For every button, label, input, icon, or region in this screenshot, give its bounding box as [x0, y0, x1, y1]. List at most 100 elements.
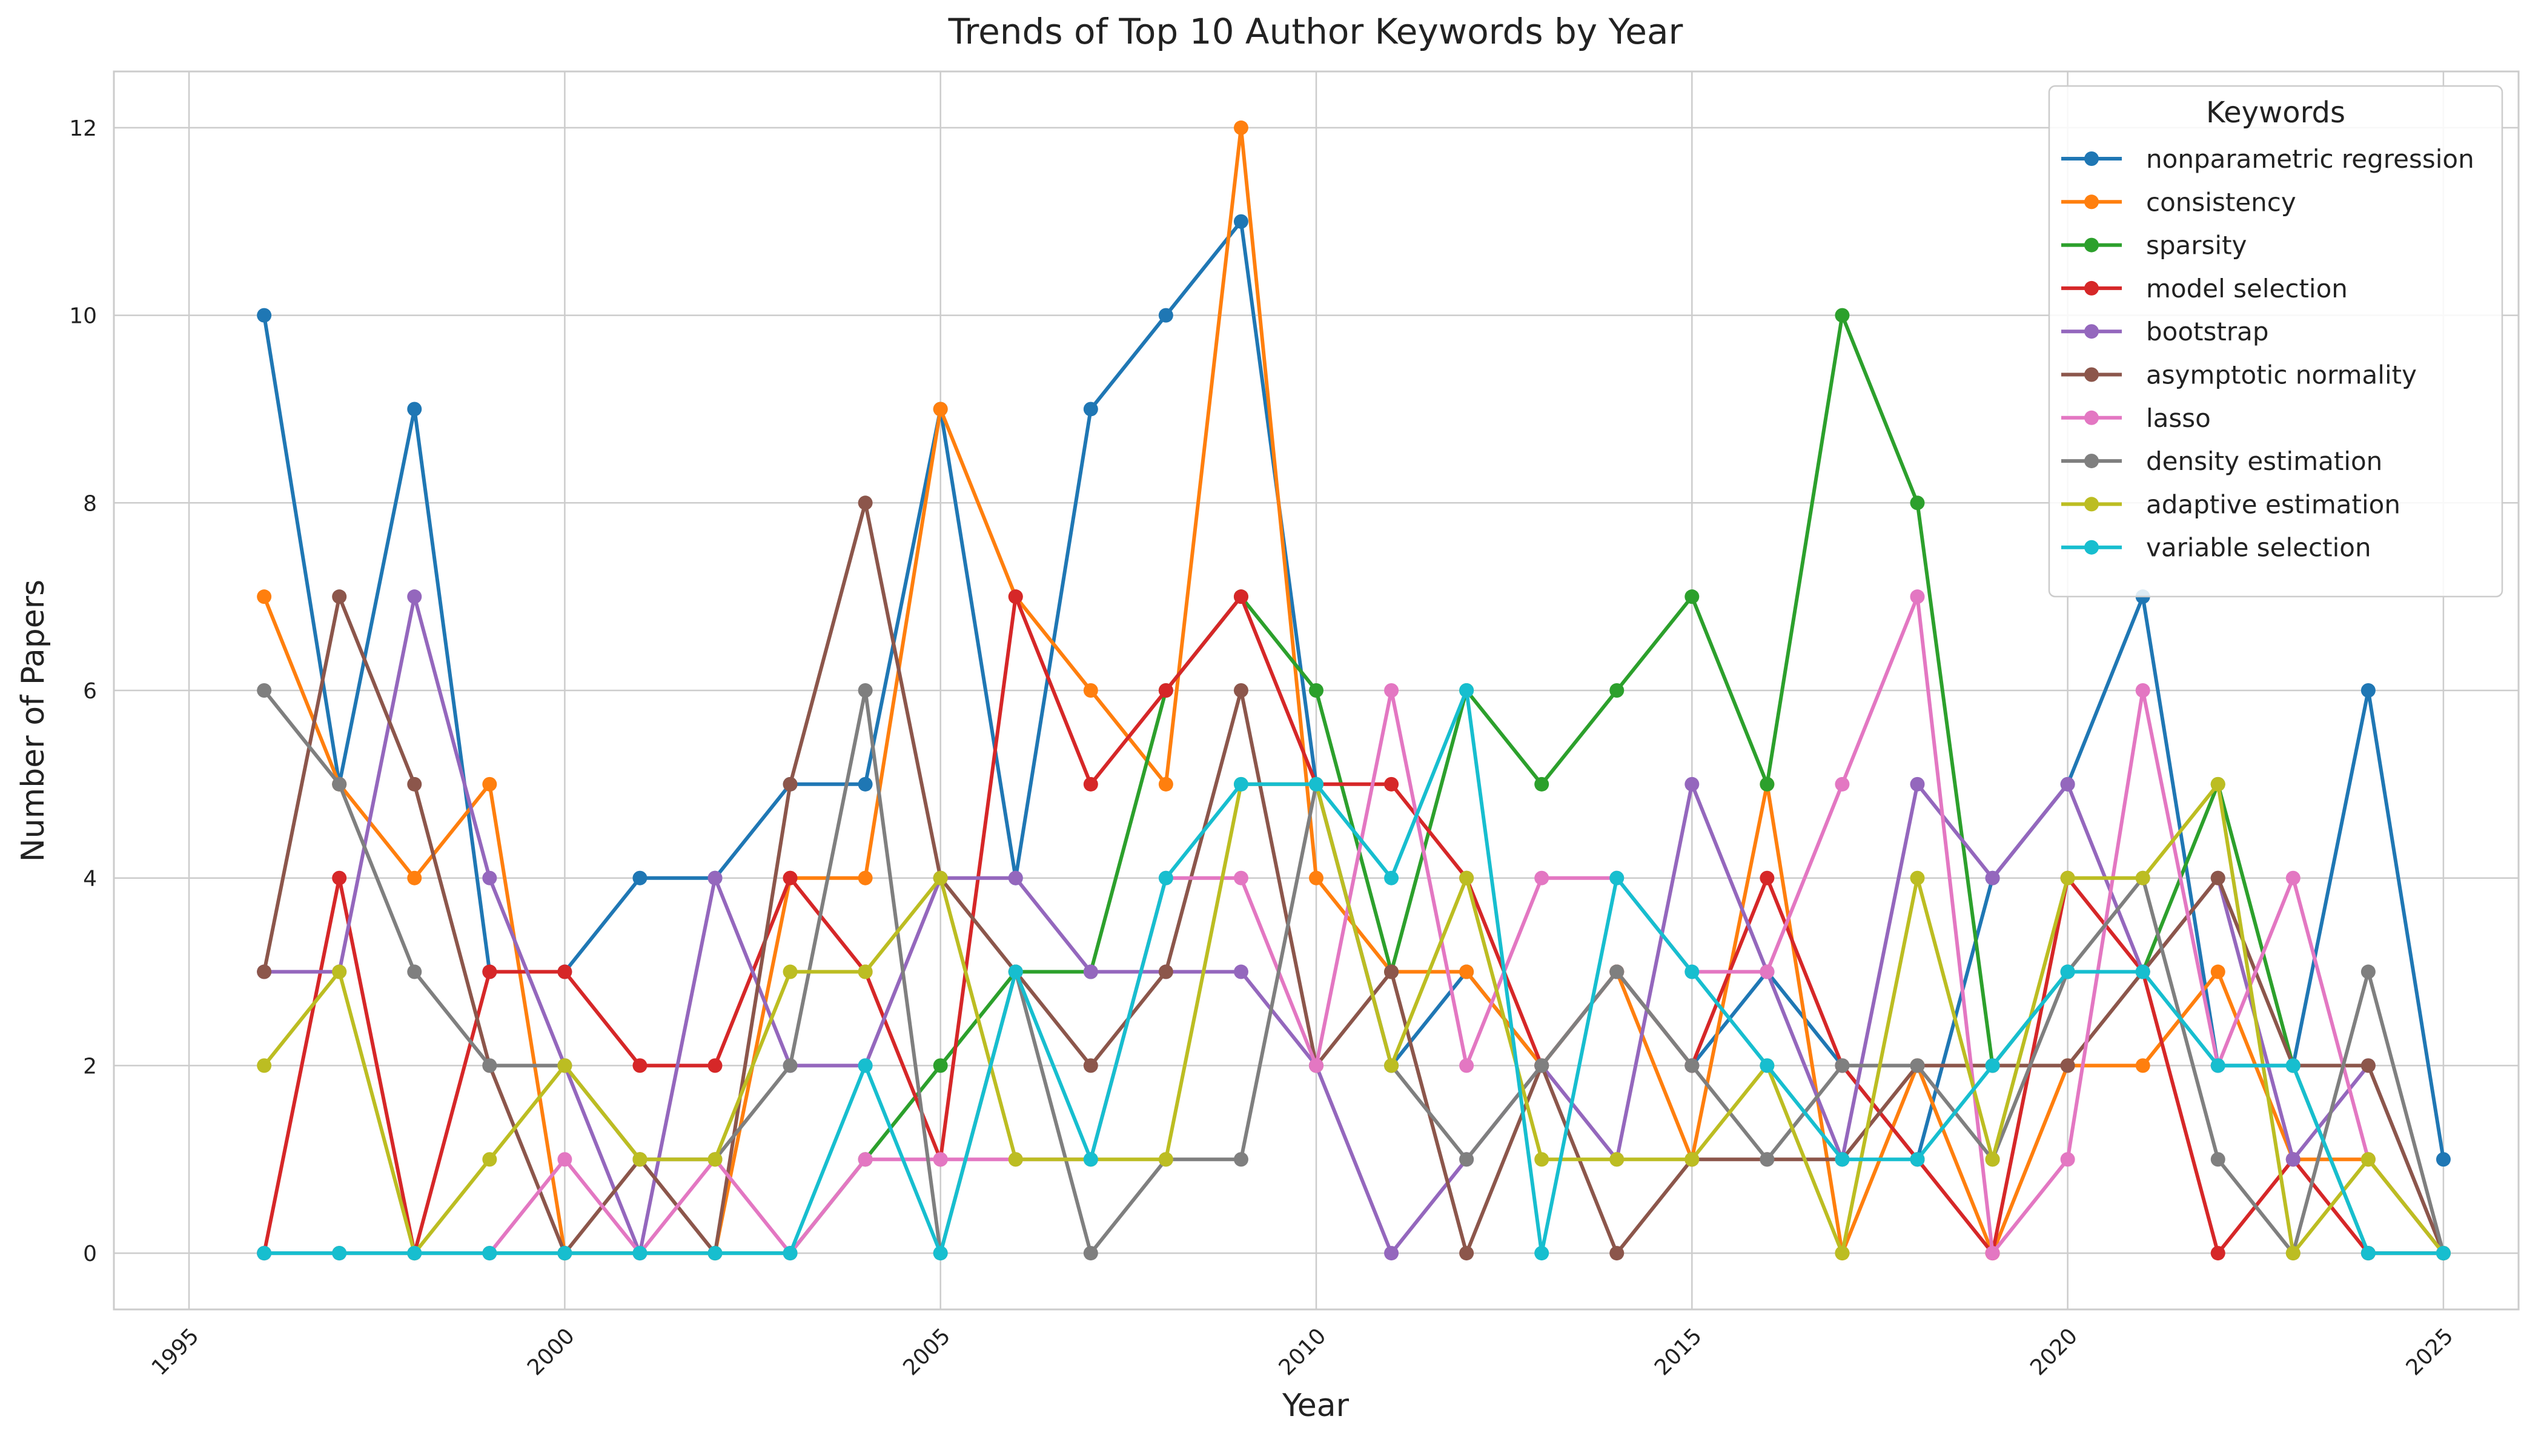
- data-point: [1158, 1152, 1173, 1167]
- data-point: [257, 1058, 272, 1073]
- y-tick-label: 4: [83, 867, 97, 892]
- data-point: [1384, 1058, 1399, 1073]
- data-point: [1760, 1152, 1775, 1167]
- legend-marker: [2084, 237, 2099, 253]
- data-point: [2210, 1152, 2225, 1167]
- legend-label: bootstrap: [2146, 317, 2269, 346]
- data-point: [1684, 776, 1700, 792]
- data-point: [1309, 683, 1323, 698]
- data-point: [1684, 1058, 1700, 1073]
- data-point: [1910, 1058, 1925, 1073]
- data-point: [1233, 589, 1248, 604]
- data-point: [707, 1246, 723, 1261]
- data-point: [858, 683, 873, 698]
- data-point: [2135, 964, 2150, 979]
- data-point: [1384, 776, 1399, 792]
- data-point: [858, 1152, 873, 1167]
- data-point: [1910, 589, 1925, 604]
- data-point: [1760, 964, 1775, 979]
- data-point: [1158, 870, 1173, 885]
- data-point: [1684, 964, 1700, 979]
- legend-label: density estimation: [2146, 446, 2382, 476]
- legend-marker: [2084, 410, 2099, 425]
- data-point: [1008, 870, 1023, 885]
- data-point: [257, 683, 272, 698]
- data-point: [1459, 964, 1474, 979]
- y-axis-label: Number of Papers: [15, 580, 51, 862]
- data-point: [557, 1246, 572, 1261]
- data-point: [2360, 1246, 2376, 1261]
- data-point: [1083, 402, 1098, 417]
- data-point: [2060, 964, 2075, 979]
- data-point: [1534, 1058, 1549, 1073]
- data-point: [783, 1058, 798, 1073]
- data-point: [1083, 1246, 1098, 1261]
- data-point: [407, 870, 422, 885]
- data-point: [1158, 683, 1173, 698]
- legend-label: sparsity: [2146, 231, 2247, 260]
- data-point: [1233, 683, 1248, 698]
- data-point: [2060, 1152, 2075, 1167]
- data-point: [2360, 1058, 2376, 1073]
- y-tick-label: 12: [69, 116, 97, 141]
- data-point: [1083, 683, 1098, 698]
- legend-marker: [2084, 454, 2099, 469]
- legend-marker: [2084, 367, 2099, 382]
- data-point: [1384, 870, 1399, 885]
- data-point: [482, 964, 497, 979]
- data-point: [1008, 1152, 1023, 1167]
- y-tick-label: 8: [83, 491, 97, 516]
- data-point: [707, 870, 723, 885]
- data-point: [1384, 964, 1399, 979]
- data-point: [1985, 1152, 2000, 1167]
- data-point: [1459, 870, 1474, 885]
- legend-marker: [2084, 280, 2099, 296]
- data-point: [1910, 870, 1925, 885]
- data-point: [2285, 1058, 2301, 1073]
- legend-label: model selection: [2146, 274, 2348, 303]
- data-point: [858, 495, 873, 511]
- data-point: [783, 964, 798, 979]
- data-point: [407, 1246, 422, 1261]
- series-line: [264, 689, 2443, 1256]
- data-point: [332, 589, 347, 604]
- legend-label: variable selection: [2146, 533, 2371, 563]
- series-variable-selection: [257, 683, 2451, 1261]
- data-point: [1835, 1058, 1850, 1073]
- data-point: [2060, 776, 2075, 792]
- data-point: [1008, 964, 1023, 979]
- data-point: [1609, 1246, 1625, 1261]
- data-point: [2210, 776, 2225, 792]
- data-point: [1083, 1058, 1098, 1073]
- data-point: [257, 589, 272, 604]
- legend-label: adaptive estimation: [2146, 489, 2400, 519]
- data-point: [2135, 870, 2150, 885]
- data-point: [482, 1152, 497, 1167]
- legend-label: asymptotic normality: [2146, 360, 2417, 390]
- data-point: [1233, 964, 1248, 979]
- data-point: [783, 870, 798, 885]
- data-point: [2436, 1246, 2451, 1261]
- data-point: [407, 964, 422, 979]
- data-point: [933, 1152, 948, 1167]
- y-tick-label: 2: [83, 1054, 97, 1079]
- data-point: [632, 1152, 648, 1167]
- data-point: [1083, 1152, 1098, 1167]
- data-point: [783, 776, 798, 792]
- legend-label: consistency: [2146, 187, 2296, 217]
- data-point: [2135, 683, 2150, 698]
- legend-item: nonparametric regression: [2061, 144, 2474, 174]
- data-point: [632, 1058, 648, 1073]
- data-point: [1910, 776, 1925, 792]
- data-point: [2360, 964, 2376, 979]
- series-line: [264, 595, 2445, 1256]
- data-point: [2210, 1058, 2225, 1073]
- legend-marker: [2084, 151, 2099, 166]
- data-point: [407, 589, 422, 604]
- data-point: [1459, 1246, 1474, 1261]
- chart-title: Trends of Top 10 Author Keywords by Year: [948, 11, 1683, 52]
- data-point: [783, 1246, 798, 1261]
- data-point: [257, 964, 272, 979]
- legend-marker: [2084, 324, 2099, 339]
